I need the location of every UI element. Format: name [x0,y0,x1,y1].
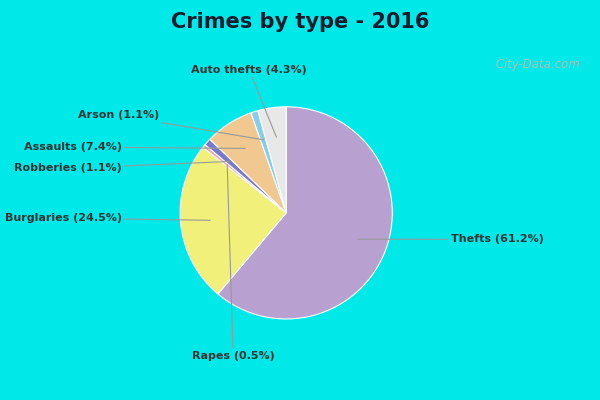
Text: Auto thefts (4.3%): Auto thefts (4.3%) [191,65,307,137]
Text: City-Data.com: City-Data.com [493,58,580,72]
Wedge shape [210,113,286,213]
Text: Arson (1.1%): Arson (1.1%) [77,110,264,140]
Wedge shape [205,139,286,213]
Text: Assaults (7.4%): Assaults (7.4%) [24,142,245,152]
Text: Crimes by type - 2016: Crimes by type - 2016 [171,12,429,32]
Wedge shape [251,111,286,213]
Text: Robberies (1.1%): Robberies (1.1%) [14,162,230,173]
Wedge shape [258,107,286,213]
Wedge shape [218,107,392,319]
Wedge shape [203,145,286,213]
Text: Burglaries (24.5%): Burglaries (24.5%) [5,213,210,223]
Text: Thefts (61.2%): Thefts (61.2%) [358,234,544,244]
Wedge shape [180,147,286,294]
Text: Rapes (0.5%): Rapes (0.5%) [192,164,275,361]
